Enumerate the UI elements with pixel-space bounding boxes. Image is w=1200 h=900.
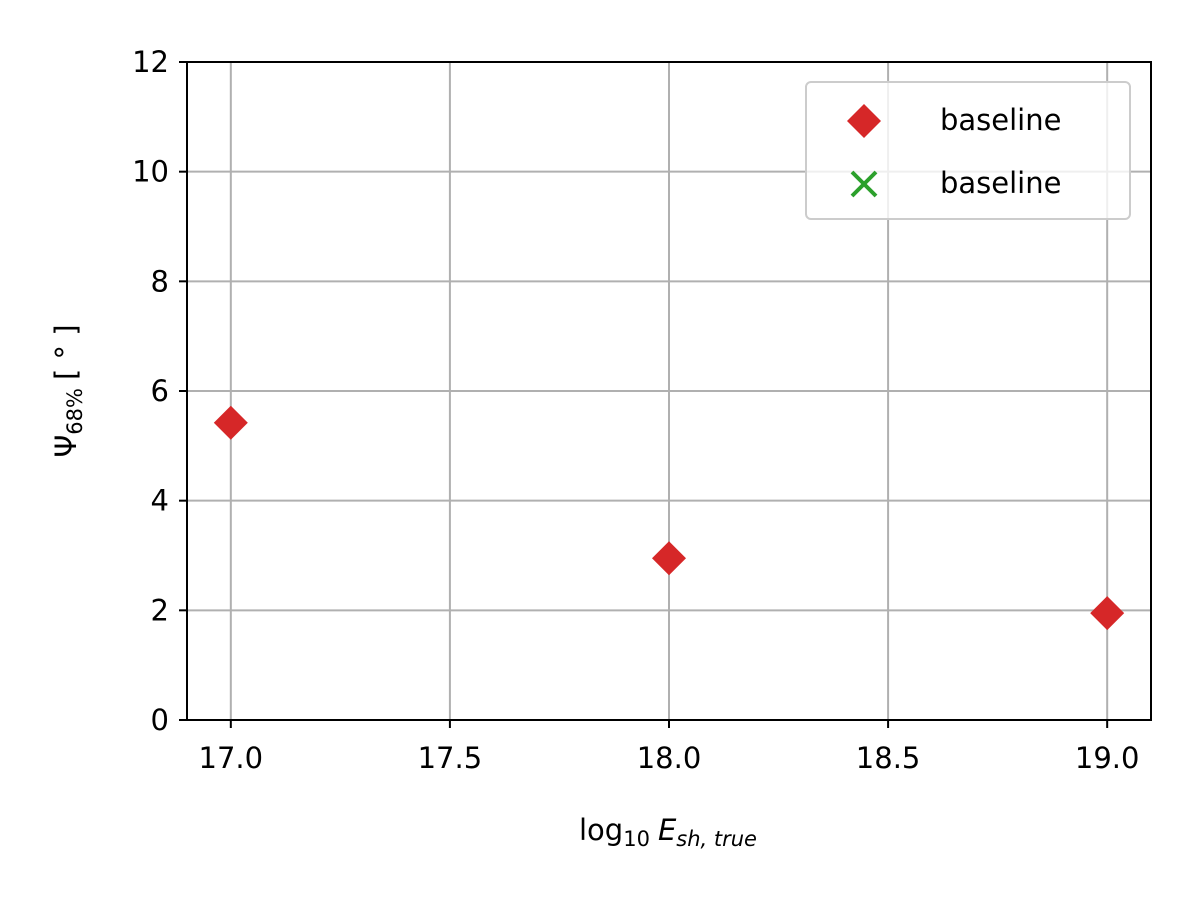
legend-marker-x xyxy=(850,170,878,198)
data-point xyxy=(652,541,686,576)
y-tick-label: 0 xyxy=(151,703,169,737)
axis-ticks: 17.0 17.5 18.0 18.5 19.0 0 2 4 6 8 10 12 xyxy=(132,45,1139,775)
legend-marker-diamond xyxy=(847,104,881,138)
y-tick-label: 4 xyxy=(151,484,169,518)
y-tick-label: 6 xyxy=(151,374,169,408)
data-markers xyxy=(213,405,1125,631)
legend: baseline baseline xyxy=(805,81,1131,220)
y-tick-label: 2 xyxy=(151,593,169,627)
y-tick-label: 12 xyxy=(132,45,169,79)
x-tick-label: 17.0 xyxy=(199,741,264,775)
data-point xyxy=(213,405,248,440)
data-point xyxy=(1090,596,1125,631)
y-tick-label: 8 xyxy=(151,264,169,298)
x-tick-label: 19.0 xyxy=(1075,741,1140,775)
y-tick-label: 10 xyxy=(132,155,169,189)
x-tick-label: 18.0 xyxy=(637,741,702,775)
x-tick-label: 18.5 xyxy=(856,741,921,775)
legend-label-series-1: baseline xyxy=(940,103,1061,137)
legend-frame xyxy=(805,81,1131,220)
y-axis-label: Ψ68%[ ° ] xyxy=(49,324,87,457)
x-tick-label: 17.5 xyxy=(418,741,483,775)
x-axis-label: log10 Esh, true xyxy=(579,813,757,851)
legend-label-series-2: baseline xyxy=(940,166,1061,200)
